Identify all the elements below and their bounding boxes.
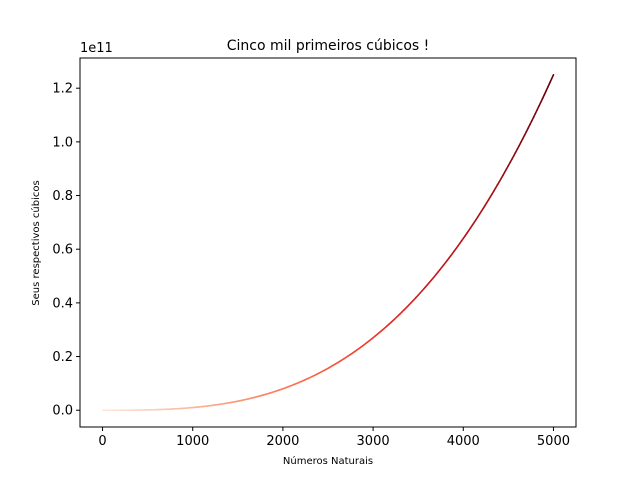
y-axis-label: Seus respectivos cúbicos — [30, 180, 42, 305]
y-tick-label: 1.0 — [52, 135, 73, 150]
y-tick-label: 0.8 — [52, 189, 73, 204]
plot-area: 0 1000 2000 3000 4000 5000 0.0 0.2 0.4 0.6 0.8 1.0 1… — [52, 57, 577, 449]
x-tick-label: 5000 — [537, 434, 570, 449]
chart-title: Cinco mil primeiros cúbicos ! — [227, 38, 430, 54]
y-tick-label: 0.6 — [52, 243, 73, 258]
y-tick-label: 0.4 — [52, 296, 73, 311]
y-tick-label: 0.2 — [52, 350, 73, 365]
y-offset-label: 1e11 — [80, 41, 113, 56]
x-tick-label: 1000 — [176, 434, 209, 449]
x-tick-label: 4000 — [447, 434, 480, 449]
x-axis-label: Números Naturais — [283, 455, 373, 467]
x-tick-label: 3000 — [357, 434, 390, 449]
data-point — [550, 73, 555, 80]
x-tick-label: 2000 — [266, 434, 299, 449]
y-tick-label: 0.0 — [52, 404, 73, 419]
y-tick-label: 1.2 — [52, 82, 73, 97]
plot-frame — [79, 57, 577, 428]
x-tick-label: 0 — [98, 434, 106, 449]
